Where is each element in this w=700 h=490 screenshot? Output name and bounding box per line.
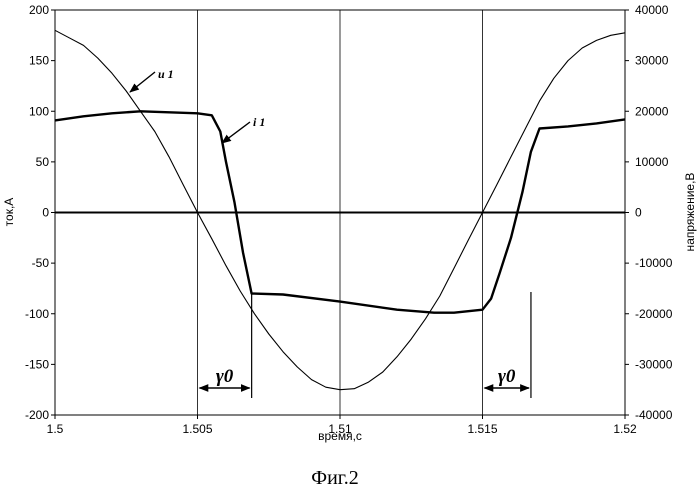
y-left-axis-title: ток,А [2,198,16,227]
y-right-tick-label: -10000 [635,256,673,270]
gamma-markers: γ0 γ0 [200,292,531,398]
gamma-label: γ0 [216,366,234,387]
y-right-axis-title: напряжение,В [683,173,697,252]
y-left-tick-label: 100 [29,104,49,118]
y-left-tick-label: -100 [25,307,49,321]
u1-label-arrow [130,72,155,92]
y-right-tick-label: 30000 [635,54,669,68]
figure-caption: Фиг.2 [311,467,358,489]
y-left-tick-label: 200 [29,3,49,17]
y-right-tick-label: -40000 [635,408,673,422]
y-left-tick-label: -150 [25,357,49,371]
y-left-tick-label: 0 [42,206,49,220]
x-tick-label: 1.52 [613,422,637,436]
y-left-tick-label: 150 [29,54,49,68]
x-tick-label: 1.505 [182,422,212,436]
x-tick-label: 1.515 [467,422,497,436]
x-tick-label: 1.5 [47,422,64,436]
y-right-tick-label: -20000 [635,307,673,321]
i1-label-arrow [222,122,250,143]
i1-series-label: i 1 [253,115,265,129]
gamma-label: γ0 [498,366,516,387]
y-right-tick-label: 20000 [635,104,669,118]
y-right-tick-label: -30000 [635,357,673,371]
y-right-tick-label: 10000 [635,155,669,169]
gridlines [55,10,625,415]
y-left-tick-label: 50 [36,155,50,169]
y-right-tick-label: 40000 [635,3,669,17]
y-right-tick-label: 0 [635,206,642,220]
u1-series-label: u 1 [158,67,174,81]
tick-labels: 1.51.5051.511.5151.52200150100500-50-100… [25,3,673,436]
x-axis-title: время,с [318,429,362,443]
y-left-tick-label: -50 [32,256,50,270]
y-left-tick-label: -200 [25,408,49,422]
